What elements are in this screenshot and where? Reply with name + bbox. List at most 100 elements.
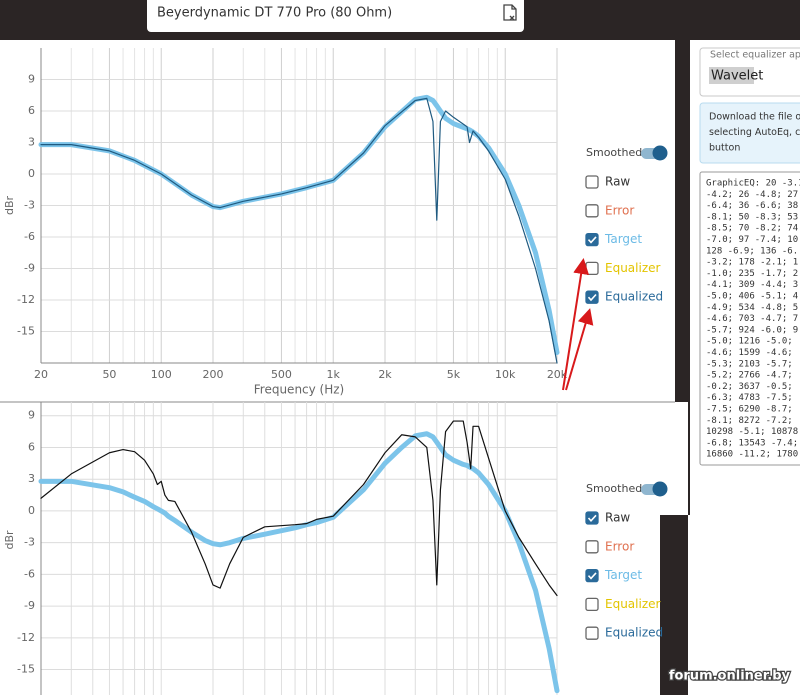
checkbox[interactable] xyxy=(585,290,599,304)
checkbox[interactable] xyxy=(585,568,599,583)
y-tick-label: 9 xyxy=(28,409,35,422)
checkbox-label[interactable]: Target xyxy=(604,568,642,582)
checkmark xyxy=(587,236,597,244)
graphic-eq-textarea[interactable] xyxy=(699,171,800,466)
checkmark xyxy=(587,514,597,522)
x-tick-label: 500 xyxy=(271,368,292,381)
checkbox-label[interactable]: Raw xyxy=(605,175,630,189)
graphic-eq-line: 128 -6.9; 136 -6. xyxy=(706,246,798,256)
info-text: selecting AutoEq, clic xyxy=(709,127,800,138)
graphic-eq-line: -8.1; 8272 -7.2; xyxy=(706,416,793,426)
graphic-eq-line: -8.5; 70 -8.2; 74 xyxy=(706,224,798,234)
x-tick-label: 20k xyxy=(547,368,568,381)
highlight xyxy=(709,67,754,84)
checkbox-label[interactable]: Target xyxy=(604,232,642,246)
divider xyxy=(660,515,688,695)
checkbox-label[interactable]: Raw xyxy=(605,511,630,525)
x-tick-label: 100 xyxy=(151,368,172,381)
y-tick-label: -15 xyxy=(17,325,35,338)
equalizer-panel: Select equalizer app Wavelet Download th… xyxy=(690,40,800,480)
file-icon[interactable] xyxy=(503,4,517,21)
checkbox[interactable] xyxy=(585,540,599,554)
toggle-knob xyxy=(652,481,668,497)
headphone-select[interactable] xyxy=(147,0,524,32)
chart: 9 6 3 0 -3 -6 -9 -12 -15 dBr TargetRaw xyxy=(3,402,560,695)
checkbox-label[interactable]: Equalized xyxy=(605,626,663,640)
x-tick-label: 1k xyxy=(327,368,341,381)
graphic-eq-line: -3.2; 178 -2.1; 1 xyxy=(706,258,798,268)
checkmark xyxy=(587,572,597,580)
info-box xyxy=(699,102,800,164)
series-line: Target xyxy=(38,431,560,694)
checkbox-label[interactable]: Error xyxy=(605,539,634,553)
y-tick-label: -6 xyxy=(24,230,35,243)
checkbox[interactable] xyxy=(585,204,599,218)
x-axis-label: Frequency (Hz) xyxy=(254,383,345,397)
info-text: Download the file on xyxy=(709,112,800,123)
x-tick-label: 2k xyxy=(378,368,392,381)
checkbox[interactable] xyxy=(585,261,599,276)
app-select[interactable] xyxy=(699,47,800,97)
y-tick-label: 3 xyxy=(28,472,35,485)
y-tick-label: -9 xyxy=(24,262,35,275)
arrow xyxy=(562,258,590,391)
y-tick-label: 6 xyxy=(28,104,35,117)
graphic-eq-line: -5.3; 2103 -5.7; xyxy=(706,359,793,369)
graphic-eq-line: -5.7; 924 -6.0; 9 xyxy=(706,325,798,335)
y-tick-label: -6 xyxy=(24,567,35,580)
graphic-eq-line: -0.2; 3637 -0.5; xyxy=(706,382,793,392)
chart: 20 50 100 200 500 1k 2k 5k 10k 20k 9 6 3 0 -3 -6 -9 -12 -1… xyxy=(3,48,568,397)
y-tick-label: -9 xyxy=(24,599,35,612)
graphic-eq-line: -7.0; 97 -7.4; 10 xyxy=(706,235,798,245)
checkbox[interactable] xyxy=(585,597,599,612)
legend-bg xyxy=(706,50,800,60)
checkbox[interactable] xyxy=(585,175,599,189)
toggle-knob xyxy=(652,145,668,161)
smoothed-label: Smoothed xyxy=(586,146,642,159)
y-tick-label: 6 xyxy=(28,440,35,453)
checkmark xyxy=(587,293,597,302)
graphic-eq-line: -5.0; 1216 -5.0; xyxy=(706,337,793,347)
x-tick-label: 50 xyxy=(102,368,116,381)
graphic-eq-line: -4.2; 26 -4.8; 27 xyxy=(706,190,798,200)
graphic-eq-line: -6.8; 13543 -7.4; xyxy=(706,438,798,448)
graphic-eq-line: -5.0; 406 -5.1; 4 xyxy=(706,292,798,302)
headphone-name: Beyerdynamic DT 770 Pro (80 Ohm) xyxy=(157,6,392,21)
series-line: Raw xyxy=(40,420,558,597)
chart-panel xyxy=(0,402,688,515)
y-tick-label: -3 xyxy=(24,536,35,549)
checkbox-label[interactable]: Equalized xyxy=(605,290,663,304)
x-tick-label: 20 xyxy=(34,368,48,381)
graphic-eq-line: 10298 -5.1; 10878 xyxy=(706,427,798,437)
graphic-eq-line: -8.1; 50 -8.3; 53 xyxy=(706,212,798,222)
graphic-eq-line: -6.3; 4783 -7.5; xyxy=(706,393,793,403)
charts: 20 50 100 200 500 1k 2k 5k 10k 20k 9 6 3 0 -3 -6 -9 -12 -1… xyxy=(3,48,568,695)
graphic-eq-line: -4.1; 309 -4.4; 3 xyxy=(706,280,798,290)
graphic-eq-line: -4.9; 534 -4.8; 5 xyxy=(706,303,798,313)
y-tick-label: -12 xyxy=(17,631,35,644)
graphic-eq-line: 16860 -11.2; 1780 xyxy=(706,450,798,460)
chart-panel xyxy=(0,40,675,402)
info-text: button xyxy=(709,143,740,154)
app-name: Wavelet xyxy=(711,69,763,84)
graphic-eq-line: -4.6; 703 -4.7; 7 xyxy=(706,314,798,324)
checkbox-label[interactable]: Equalizer xyxy=(605,261,661,275)
x-tick-label: 5k xyxy=(447,368,461,381)
app-select-legend: Select equalizer app xyxy=(710,50,800,61)
y-tick-label: 3 xyxy=(28,136,35,149)
x-tick-label: 10k xyxy=(495,368,516,381)
checkbox[interactable] xyxy=(585,232,599,247)
graphic-eq-line: -5.2; 2766 -4.7; xyxy=(706,371,793,381)
checkbox-label[interactable]: Error xyxy=(605,203,634,217)
series-line: Equalized xyxy=(40,97,558,364)
y-tick-label: 0 xyxy=(28,167,35,180)
y-tick-label: -3 xyxy=(24,199,35,212)
checkbox[interactable] xyxy=(585,511,599,525)
checkbox-label[interactable]: Equalizer xyxy=(605,597,661,611)
divider xyxy=(675,40,690,515)
annotation-arrows xyxy=(562,258,594,391)
checkbox[interactable] xyxy=(585,626,599,640)
chart-panel xyxy=(0,515,660,695)
graphic-eq-line: -6.4; 36 -6.6; 38 xyxy=(706,201,798,211)
